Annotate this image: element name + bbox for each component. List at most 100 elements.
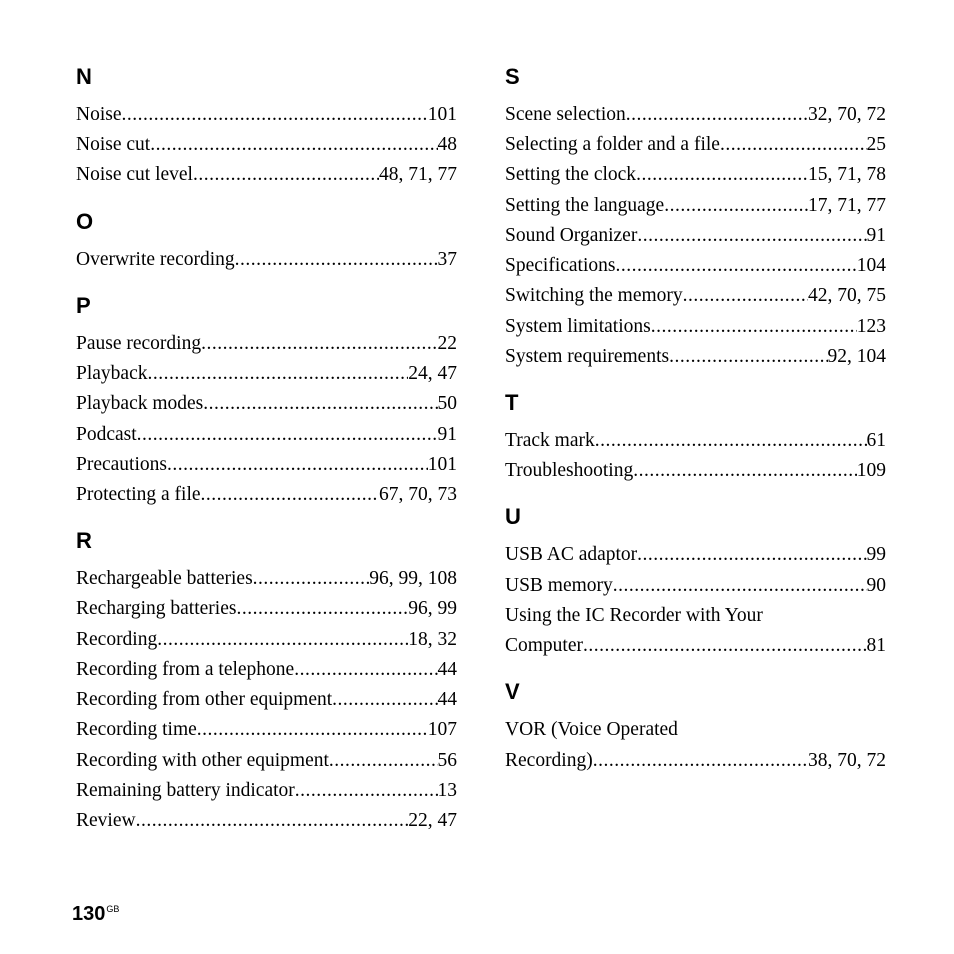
section-letter: P: [76, 293, 457, 319]
index-entry: Noise101: [76, 100, 457, 130]
index-term: Overwrite recording: [76, 245, 235, 275]
index-entry: Setting the language 17, 71, 77: [505, 191, 886, 221]
index-pages: 96, 99: [408, 594, 457, 624]
leader-dots: [253, 564, 370, 594]
index-term: Podcast: [76, 420, 137, 450]
section-letter: N: [76, 64, 457, 90]
leader-dots: [332, 685, 437, 715]
index-entry: Noise cut level48, 71, 77: [76, 160, 457, 190]
leader-dots: [197, 715, 428, 745]
index-entry: Sound Organizer 91: [505, 221, 886, 251]
leader-dots: [122, 100, 428, 130]
index-section: PPause recording22Playback24, 47Playback…: [76, 293, 457, 510]
index-pages: 91: [867, 221, 887, 251]
index-pages: 17, 71, 77: [808, 191, 886, 221]
index-term: USB AC adaptor: [505, 540, 637, 570]
index-section: N Noise101Noise cut 48Noise cut level48, 7…: [76, 64, 457, 191]
index-term: Recording time: [76, 715, 197, 745]
index-pages: 24, 47: [408, 359, 457, 389]
leader-dots: [147, 359, 408, 389]
index-entry: USB AC adaptor99: [505, 540, 886, 570]
index-pages: 81: [867, 631, 887, 661]
index-entry: Selecting a folder and a file25: [505, 130, 886, 160]
index-entry: Recording with other equipment56: [76, 746, 457, 776]
leader-dots: [235, 245, 438, 275]
index-term: Sound Organizer: [505, 221, 637, 251]
index-pages: 50: [438, 389, 458, 419]
leader-dots: [201, 480, 379, 510]
index-term: Selecting a folder and a file: [505, 130, 720, 160]
leader-dots: [136, 806, 409, 836]
index-entry: Recording time 107: [76, 715, 457, 745]
index-pages: 38, 70, 72: [808, 746, 886, 776]
index-entry: Recording)38, 70, 72: [505, 746, 886, 776]
leader-dots: [595, 426, 867, 456]
index-pages: 13: [438, 776, 458, 806]
index-pages: 61: [867, 426, 887, 456]
page-number-suffix: GB: [106, 904, 119, 914]
leader-dots: [294, 655, 437, 685]
leader-dots: [203, 389, 437, 419]
index-pages: 48: [438, 130, 458, 160]
section-letter: O: [76, 209, 457, 235]
leader-dots: [137, 420, 438, 450]
index-entry: Recording18, 32: [76, 625, 457, 655]
index-entry: Remaining battery indicator 13: [76, 776, 457, 806]
index-term: Setting the clock: [505, 160, 636, 190]
index-entry: Recording from a telephone44: [76, 655, 457, 685]
index-term: USB memory: [505, 571, 613, 601]
index-pages: 90: [867, 571, 887, 601]
section-letter: V: [505, 679, 886, 705]
index-term: Track mark: [505, 426, 595, 456]
index-entry: Recording from other equipment44: [76, 685, 457, 715]
leader-dots: [593, 746, 808, 776]
index-term: Precautions: [76, 450, 167, 480]
index-pages: 67, 70, 73: [379, 480, 457, 510]
index-pages: 91: [438, 420, 458, 450]
index-entry: System limitations123: [505, 312, 886, 342]
index-pages: 42, 70, 75: [808, 281, 886, 311]
page-number-value: 130: [72, 903, 105, 925]
index-section: TTrack mark61Troubleshooting109: [505, 390, 886, 486]
leader-dots: [633, 456, 857, 486]
index-entry: Scene selection 32, 70, 72: [505, 100, 886, 130]
index-pages: 123: [857, 312, 886, 342]
index-term: Noise cut level: [76, 160, 193, 190]
index-term: Playback: [76, 359, 147, 389]
index-section: RRechargeable batteries96, 99, 108Rechar…: [76, 528, 457, 836]
index-term: Setting the language: [505, 191, 664, 221]
index-term: Switching the memory: [505, 281, 683, 311]
leader-dots: [720, 130, 867, 160]
leader-dots: [295, 776, 438, 806]
index-section: OOverwrite recording37: [76, 209, 457, 275]
index-pages: 32, 70, 72: [808, 100, 886, 130]
index-term: Scene selection: [505, 100, 626, 130]
leader-dots: [157, 625, 408, 655]
right-column: SScene selection32, 70, 72Selecting a fo…: [505, 64, 886, 836]
index-term-line: Using the IC Recorder with Your: [505, 601, 886, 631]
leader-dots: [626, 100, 808, 130]
index-entry: Recharging batteries96, 99: [76, 594, 457, 624]
index-term: Noise cut: [76, 130, 150, 160]
index-columns: N Noise101Noise cut 48Noise cut level48, 7…: [76, 64, 886, 836]
index-pages: 109: [857, 456, 886, 486]
index-entry: USB memory 90: [505, 571, 886, 601]
index-pages: 15, 71, 78: [808, 160, 886, 190]
leader-dots: [669, 342, 827, 372]
index-section: SScene selection32, 70, 72Selecting a fo…: [505, 64, 886, 372]
index-term: Remaining battery indicator: [76, 776, 295, 806]
index-pages: 92, 104: [828, 342, 887, 372]
index-term: System requirements: [505, 342, 669, 372]
index-term-line: VOR (Voice Operated: [505, 715, 886, 745]
leader-dots: [583, 631, 867, 661]
index-term: Noise: [76, 100, 122, 130]
index-entry: Protecting a file67, 70, 73: [76, 480, 457, 510]
index-pages: 44: [438, 655, 458, 685]
page-number: 130GB: [72, 903, 119, 926]
leader-dots: [613, 571, 867, 601]
index-entry: Precautions101: [76, 450, 457, 480]
index-term: Recording with other equipment: [76, 746, 329, 776]
index-pages: 107: [428, 715, 457, 745]
leader-dots: [637, 540, 866, 570]
section-letter: U: [505, 504, 886, 530]
